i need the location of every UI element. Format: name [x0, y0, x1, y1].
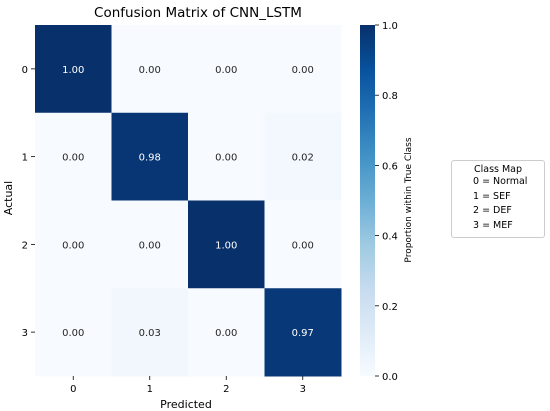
heatmap-cell-r2-c3: [264, 200, 342, 289]
x-tick-label: 3: [300, 384, 306, 395]
heatmap-cell-r1-c1: [111, 112, 189, 201]
heatmap-cell-r2-c0: [35, 200, 112, 289]
cell-value-label: 0.00: [215, 153, 237, 164]
cell-value-label: 0.00: [62, 328, 84, 339]
chart-title: Confusion Matrix of CNN_LSTM: [94, 5, 302, 21]
legend-title: Class Map: [473, 164, 523, 175]
colorbar-tick-label: 0.8: [382, 91, 398, 102]
x-tick-label: 2: [223, 384, 229, 395]
cell-value-label: 0.00: [62, 240, 84, 251]
heatmap-cell-r0-c0: [35, 25, 112, 114]
colorbar-label: Proportion within True Class: [404, 137, 414, 262]
cell-value-label: 0.02: [292, 153, 314, 164]
heatmap-cell-labels: 1.00 0.00 0.00 0.00 0.00 0.98 0.00 0.02 0.00 0.00…: [62, 65, 314, 339]
heatmap-cell-r1-c2: [188, 112, 265, 201]
heatmap-cells: [35, 25, 342, 377]
colorbar-tick-label: 1.0: [382, 21, 398, 32]
cell-value-label: 0.98: [139, 153, 161, 164]
cell-value-label: 0.03: [139, 328, 161, 339]
cell-value-label: 0.00: [292, 240, 314, 251]
colorbar-ticks: 0.0 0.2 0.4 0.6 0.8 1.0: [375, 21, 398, 383]
y-tick-label: 0: [22, 65, 28, 76]
heatmap-cell-r3-c3: [264, 288, 342, 377]
colorbar-tick-label: 0.0: [382, 372, 398, 383]
legend-entry-normal: 0 = Normal: [473, 176, 528, 187]
heatmap-cell-r3-c2: [188, 288, 265, 377]
legend-entry-mef: 3 = MEF: [473, 219, 513, 231]
cell-value-label: 1.00: [215, 240, 237, 251]
class-map-legend: Class Map 0 = Normal 1 = SEF 2 = DEF 3 =…: [451, 160, 545, 238]
heatmap-cell-r0-c1: [111, 25, 189, 114]
heatmap-cell-r2-c1: [111, 200, 189, 289]
heatmap-cell-r3-c0: [35, 288, 112, 377]
x-tick-label: 1: [147, 384, 153, 395]
x-tick-label: 0: [70, 384, 76, 395]
heatmap-cell-r1-c3: [264, 112, 342, 201]
colorbar-tick-label: 0.2: [382, 302, 398, 313]
legend-entry-def: 2 = DEF: [473, 205, 512, 216]
colorbar-tick-label: 0.6: [382, 161, 398, 172]
heatmap-cell-r0-c3: [264, 25, 342, 114]
cell-value-label: 0.00: [215, 65, 237, 76]
cell-value-label: 0.00: [292, 65, 314, 76]
heatmap-cell-r0-c2: [188, 25, 265, 114]
cell-value-label: 0.00: [215, 328, 237, 339]
heatmap-cell-r3-c1: [111, 288, 189, 377]
y-tick-label: 1: [22, 153, 28, 164]
heatmap-cell-r2-c2: [188, 200, 265, 289]
y-axis-label: Actual: [2, 181, 15, 215]
cell-value-label: 0.00: [139, 240, 161, 251]
cell-value-label: 0.00: [62, 153, 84, 164]
heatmap-cell-r1-c0: [35, 112, 112, 201]
cell-value-label: 0.00: [139, 65, 161, 76]
x-axis-label: Predicted: [160, 398, 212, 411]
cell-value-label: 1.00: [62, 65, 84, 76]
y-tick-label: 2: [22, 240, 28, 251]
colorbar: [360, 25, 375, 376]
y-tick-label: 3: [22, 328, 28, 339]
legend-entry-sef: 1 = SEF: [473, 190, 511, 202]
colorbar-tick-label: 0.4: [382, 232, 398, 243]
heatmap-axes: 0 1 2 3 0 1 2 3: [22, 65, 306, 395]
cell-value-label: 0.97: [292, 328, 314, 339]
